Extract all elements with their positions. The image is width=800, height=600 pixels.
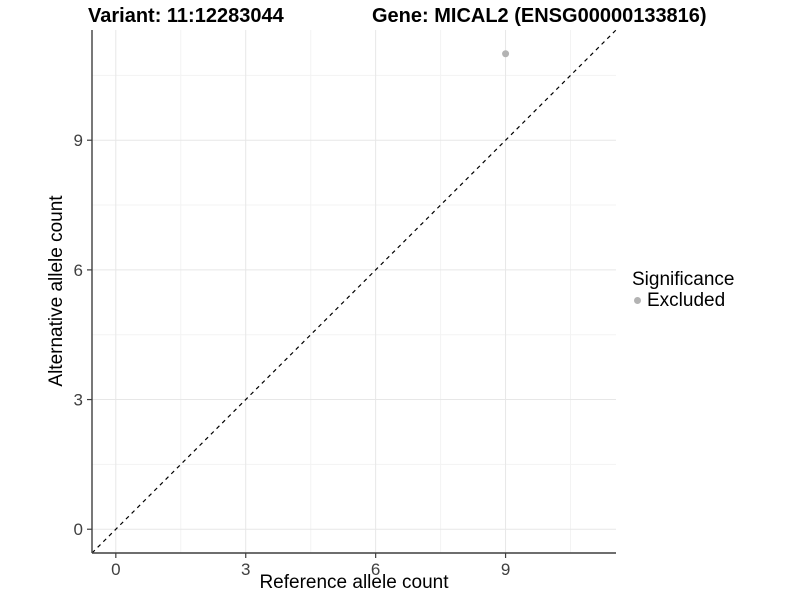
legend-key-dot-icon <box>634 297 641 304</box>
y-tick-label: 3 <box>74 391 83 410</box>
y-tick-label: 0 <box>74 520 83 539</box>
identity-line <box>91 29 617 554</box>
legend-item-excluded: Excluded <box>632 290 734 311</box>
plot-title-gene: Gene: MICAL2 (ENSG00000133816) <box>372 5 707 27</box>
legend: Significance Excluded <box>632 269 734 311</box>
x-tick-label: 9 <box>501 560 510 579</box>
y-tick-label: 6 <box>74 261 83 280</box>
x-tick-label: 6 <box>371 560 380 579</box>
x-tick-label: 0 <box>111 560 120 579</box>
y-axis-label: Alternative allele count <box>46 195 67 387</box>
x-axis-label: Reference allele count <box>259 572 449 593</box>
plot-title-variant: Variant: 11:12283044 <box>88 5 284 27</box>
data-point <box>502 50 510 58</box>
legend-item-label: Excluded <box>647 290 726 311</box>
x-tick-label: 3 <box>241 560 250 579</box>
legend-title: Significance <box>632 269 735 290</box>
y-tick-label: 9 <box>74 131 83 150</box>
